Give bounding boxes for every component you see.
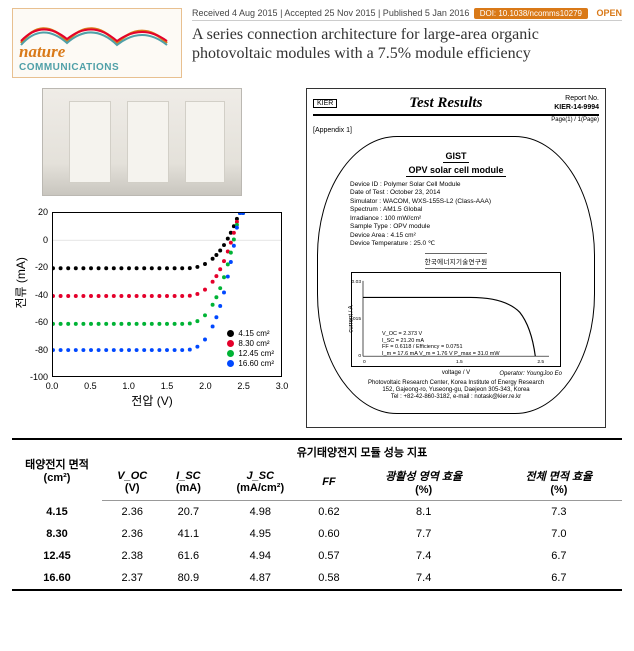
doc-appendix: [Appendix 1] <box>313 127 599 134</box>
doc-reportno: KIER-14-9994 <box>554 104 599 111</box>
logo-comm-text: COMMUNICATIONS <box>19 62 119 73</box>
performance-table: 태양전지 면적 (cm²) 유기태양전지 모듈 성능 지표 V_OC(V)I_S… <box>0 434 634 599</box>
doc-foot2: 152, Gajeong-ro, Yuseong-gu, Daejeon 305… <box>368 387 544 394</box>
doc-lab-tag: KIER <box>313 99 337 108</box>
doc-heading: Test Results <box>409 95 482 112</box>
doc-foot1: Photovoltaic Research Center, Korea Inst… <box>368 380 544 387</box>
svg-text:1.5: 1.5 <box>456 359 463 365</box>
table-row: 8.30 2.3641.14.95 0.607.77.0 <box>12 523 622 545</box>
table-col: V_OC(V) <box>102 464 163 501</box>
iv-chart: 전류 (mA) 200-20-40-60-80-100 0.00.51.01.5… <box>12 204 292 409</box>
doc-org: 한국에너지기술연구원 <box>425 253 488 269</box>
doc-reportno-label: Report No. <box>565 95 599 102</box>
table-rowhead: 태양전지 면적 (cm²) <box>25 459 89 484</box>
doc-sub2: OPV solar cell module <box>408 165 503 175</box>
test-results-document: KIER Test Results Report No. KIER-14-999… <box>306 88 606 428</box>
svg-text:2.5: 2.5 <box>537 359 544 365</box>
doc-iv-plot: 0.03 0.015 0 0 1.5 2.5 current / A volta… <box>351 272 561 367</box>
table-col: J_SC(mA/cm²) <box>214 464 306 501</box>
doc-meta-block: Device ID : Polymer Solar Cell ModuleDat… <box>350 181 491 249</box>
svg-text:0.03: 0.03 <box>352 278 361 284</box>
doi-badge: DOI: 10.1038/ncomms10279 <box>474 8 588 19</box>
table-col: FF <box>306 464 351 501</box>
module-photo <box>42 88 242 196</box>
table-row: 12.45 2.3861.64.94 0.577.46.7 <box>12 545 622 567</box>
journal-logo: nature COMMUNICATIONS <box>12 8 182 78</box>
table-col: 광활성 영역 효율(%) <box>352 464 496 501</box>
table-col: I_SC(mA) <box>163 464 215 501</box>
open-access-tag: OPEN <box>596 8 622 18</box>
table-col: 전체 면적 효율(%) <box>496 464 622 501</box>
table-row: 16.60 2.3780.94.87 0.587.46.7 <box>12 567 622 590</box>
iv-inset-values: V_OC = 2.373 VI_SC = 21.20 mAFF = 0.6118… <box>382 331 500 357</box>
logo-nature-text: nature <box>19 42 119 62</box>
chart-legend: 4.15 cm²8.30 cm²12.45 cm²16.60 cm² <box>227 328 274 369</box>
table-row: 4.15 2.3620.74.98 0.628.17.3 <box>12 501 622 524</box>
doc-foot3: Tel : +82-42-860-3182, e-mail : notask@k… <box>368 394 544 401</box>
paper-header: nature COMMUNICATIONS Received 4 Aug 201… <box>0 0 634 82</box>
svg-text:0: 0 <box>358 353 361 359</box>
chart-xlabel: 전압 (V) <box>12 392 292 409</box>
paper-title: A series connection architecture for lar… <box>192 25 622 63</box>
doc-sub1: GIST <box>445 151 466 161</box>
iv-ylabel: current / A <box>349 305 355 332</box>
doc-pages: Page(1) / 1(Page) <box>313 117 599 123</box>
publication-dates: Received 4 Aug 2015 | Accepted 25 Nov 20… <box>192 8 469 18</box>
table-caption: 유기태양전지 모듈 성능 지표 <box>102 439 622 464</box>
svg-text:0: 0 <box>363 359 366 365</box>
iv-xlabel: voltage / V <box>352 370 560 376</box>
